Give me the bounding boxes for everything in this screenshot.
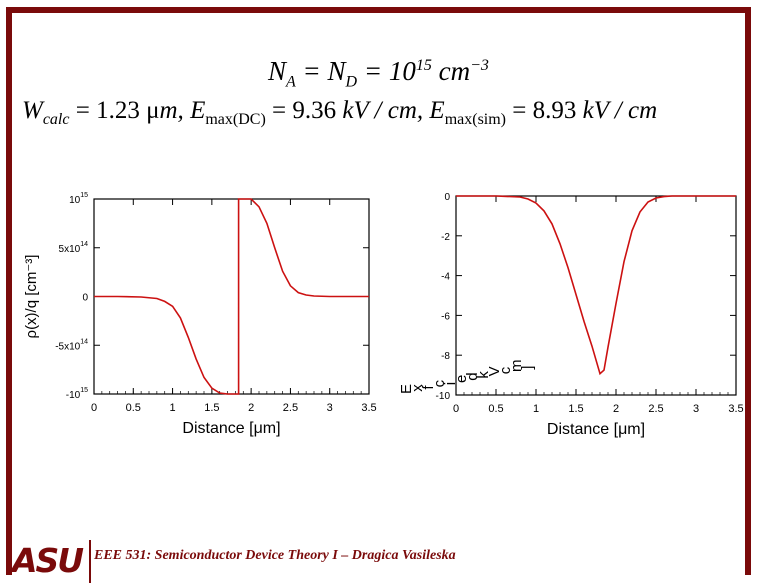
x-tick-label: 0: [91, 402, 97, 414]
series-line: [456, 195, 736, 376]
y-tick-label: 0: [82, 293, 88, 304]
x-tick-label: 0.5: [488, 403, 503, 415]
x-tick-label: 1: [533, 403, 539, 415]
x-tick-label: 3.5: [728, 403, 743, 415]
x-tick-label: 3.5: [361, 402, 376, 414]
y-axis-label-glyph: m: [508, 360, 525, 373]
doping-equation: NA = ND = 1015 cm−3: [268, 56, 489, 91]
y-tick-label: -1015: [66, 387, 88, 401]
y-tick-label: -4: [441, 272, 450, 283]
y-axis-label-glyph: f: [420, 385, 437, 390]
y-axis-label-glyph: k: [475, 371, 492, 379]
y-axis-label-glyph: d: [464, 372, 481, 380]
y-axis-label-glyph: x: [409, 384, 426, 392]
series-line: [94, 198, 369, 395]
x-tick-label: 2: [248, 402, 254, 414]
y-axis-label-glyph: c: [497, 366, 514, 374]
x-tick-label: 2: [613, 403, 619, 415]
x-tick-label: 2.5: [283, 402, 298, 414]
y-tick-label: -2: [441, 232, 450, 243]
results-equation: Wcalc = 1.23 μm, Emax(DC) = 9.36 kV / cm…: [22, 97, 658, 128]
x-tick-label: 1.5: [568, 403, 583, 415]
y-tick-label: 5x1014: [59, 241, 89, 255]
y-axis-label-glyph: ]: [519, 366, 536, 370]
asu-logo: ASU: [12, 541, 84, 580]
y-axis-label-glyph: E: [398, 384, 415, 394]
y-tick-label: -5x1014: [55, 338, 88, 352]
x-tick-label: 0.5: [126, 402, 141, 414]
y-axis-label: ρ(x)/q [cm⁻³]: [23, 255, 40, 339]
charge-density-chart: 0 0.5 1 1.5 2 2.5 3 3.5 1015 5x1014 0 -5x1014 -1015 D…: [23, 192, 377, 437]
x-tick-label: 1.5: [204, 402, 219, 414]
y-tick-label: 0: [444, 192, 450, 203]
x-axis-label: Distance [μm]: [547, 421, 645, 438]
plot-frame: [455, 195, 737, 396]
x-axis-label: Distance [μm]: [182, 420, 280, 437]
y-tick-label: -6: [441, 311, 450, 322]
x-tick-label: 1: [170, 402, 176, 414]
y-axis-label-glyph: i: [442, 382, 459, 385]
footer-divider: [89, 540, 91, 583]
y-axis-label-glyph: e: [453, 375, 470, 383]
y-axis-label-glyph: V: [486, 366, 503, 376]
footer-text: EEE 531: Semiconductor Device Theory I –…: [94, 548, 456, 563]
y-tick-label: -10: [436, 391, 451, 402]
y-tick-label: -8: [441, 351, 450, 362]
slide-frame: [6, 7, 751, 575]
y-tick-label: 1015: [69, 192, 88, 206]
electric-field-chart: 0 0.5 1 1.5 2 2.5 3 3.5 0 -2 -4 -6 -8 -10 Distance [μm…: [398, 192, 744, 438]
x-tick-label: 3: [327, 402, 333, 414]
y-axis-label-glyph: c: [431, 379, 448, 387]
x-tick-label: 2.5: [648, 403, 663, 415]
x-tick-label: 0: [453, 403, 459, 415]
x-tick-label: 3: [693, 403, 699, 415]
